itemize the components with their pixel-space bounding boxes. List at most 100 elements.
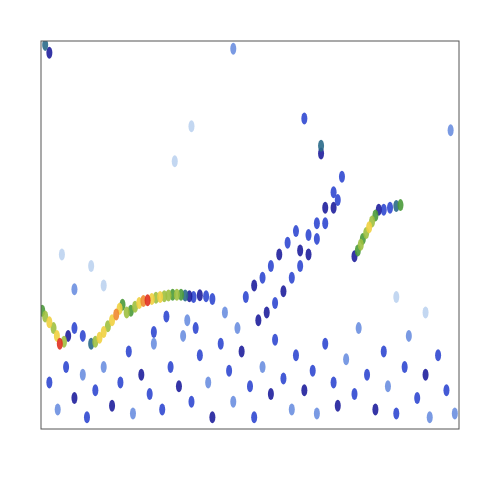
plot-frame: [41, 41, 459, 429]
heat-cell: [243, 291, 249, 303]
heat-cell: [385, 380, 391, 392]
heat-cell: [205, 376, 211, 388]
heat-cell: [147, 388, 153, 400]
heat-cell: [46, 376, 52, 388]
heat-cell: [124, 307, 130, 319]
heat-cell: [435, 349, 441, 361]
heat-cell: [314, 233, 320, 245]
heat-cell: [226, 365, 232, 377]
heat-cell: [423, 307, 429, 319]
heat-cell: [251, 411, 257, 423]
heat-cell: [322, 217, 328, 229]
heat-cell: [209, 293, 215, 305]
heat-cell: [193, 322, 199, 334]
heat-cell: [293, 349, 299, 361]
heat-cell: [101, 326, 107, 338]
heat-cell: [172, 155, 178, 167]
heat-cell: [138, 369, 144, 381]
heat-cell: [393, 291, 399, 303]
heat-cell: [322, 338, 328, 350]
heat-cell: [289, 404, 295, 416]
heat-cell: [427, 411, 433, 423]
heat-cell: [343, 353, 349, 365]
heat-cell: [159, 404, 165, 416]
heat-cell: [260, 361, 266, 373]
heat-cell: [260, 272, 266, 284]
heat-cell: [301, 113, 307, 125]
heat-cell: [352, 388, 358, 400]
heat-cell: [145, 294, 151, 306]
heat-cell: [42, 41, 48, 51]
heat-cell: [46, 316, 52, 328]
heat-cell: [318, 140, 324, 152]
heat-cell: [414, 392, 420, 404]
heat-cell: [101, 279, 107, 291]
heat-cell: [393, 407, 399, 419]
heat-cell: [71, 322, 77, 334]
heat-cell: [268, 260, 274, 272]
heat-cell: [163, 310, 169, 322]
heat-cell: [331, 186, 337, 198]
heat-cell: [55, 404, 61, 416]
heat-cell: [180, 330, 186, 342]
heat-cell: [84, 411, 90, 423]
heat-cell: [188, 120, 194, 132]
heat-cell: [356, 322, 362, 334]
heat-cell: [92, 384, 98, 396]
heat-cell: [331, 376, 337, 388]
heat-cell: [255, 314, 261, 326]
heat-cell: [402, 361, 408, 373]
heat-cell: [448, 124, 454, 136]
heat-cell: [151, 326, 157, 338]
heat-cell: [280, 373, 286, 385]
heat-cell: [452, 407, 458, 419]
heat-cell: [247, 380, 253, 392]
heat-cell: [57, 338, 63, 350]
heat-cell: [372, 404, 378, 416]
heat-cell: [301, 384, 307, 396]
heat-cell: [339, 171, 345, 183]
heat-cell: [101, 361, 107, 373]
heat-cell: [218, 338, 224, 350]
heat-cell: [234, 322, 240, 334]
heat-cell: [306, 229, 312, 241]
heat-cell: [197, 349, 203, 361]
heat-cell: [264, 307, 270, 319]
heat-cell: [297, 245, 303, 257]
heat-cell: [276, 248, 282, 260]
heat-cell: [251, 279, 257, 291]
heat-cell: [184, 314, 190, 326]
heat-cell: [113, 309, 119, 321]
heat-cell: [176, 380, 182, 392]
heat-cell: [423, 369, 429, 381]
heat-cell: [280, 285, 286, 297]
heat-cell: [168, 361, 174, 373]
heat-cell: [443, 384, 449, 396]
heat-cell: [358, 239, 364, 251]
heat-cell: [151, 338, 157, 350]
heat-cell: [397, 199, 403, 211]
heat-cell: [71, 283, 77, 295]
heat-cell: [117, 376, 123, 388]
heat-cell: [297, 260, 303, 272]
heat-cell: [387, 202, 393, 214]
heat-cell: [71, 392, 77, 404]
heat-cell: [209, 411, 215, 423]
heat-cell: [88, 260, 94, 272]
heat-cell: [306, 248, 312, 260]
heat-cell: [314, 407, 320, 419]
heat-cell: [80, 369, 86, 381]
heat-cell: [272, 334, 278, 346]
heat-cell: [322, 202, 328, 214]
chart: [0, 0, 480, 480]
heat-cell: [165, 290, 171, 302]
heat-cell: [239, 345, 245, 357]
heat-cell: [293, 225, 299, 237]
heat-cell: [268, 388, 274, 400]
heat-cell: [59, 248, 65, 260]
heat-cell: [366, 221, 372, 233]
heat-cell: [130, 407, 136, 419]
heat-cell: [174, 289, 180, 301]
heat-cell: [222, 307, 228, 319]
heat-cell: [230, 43, 236, 55]
